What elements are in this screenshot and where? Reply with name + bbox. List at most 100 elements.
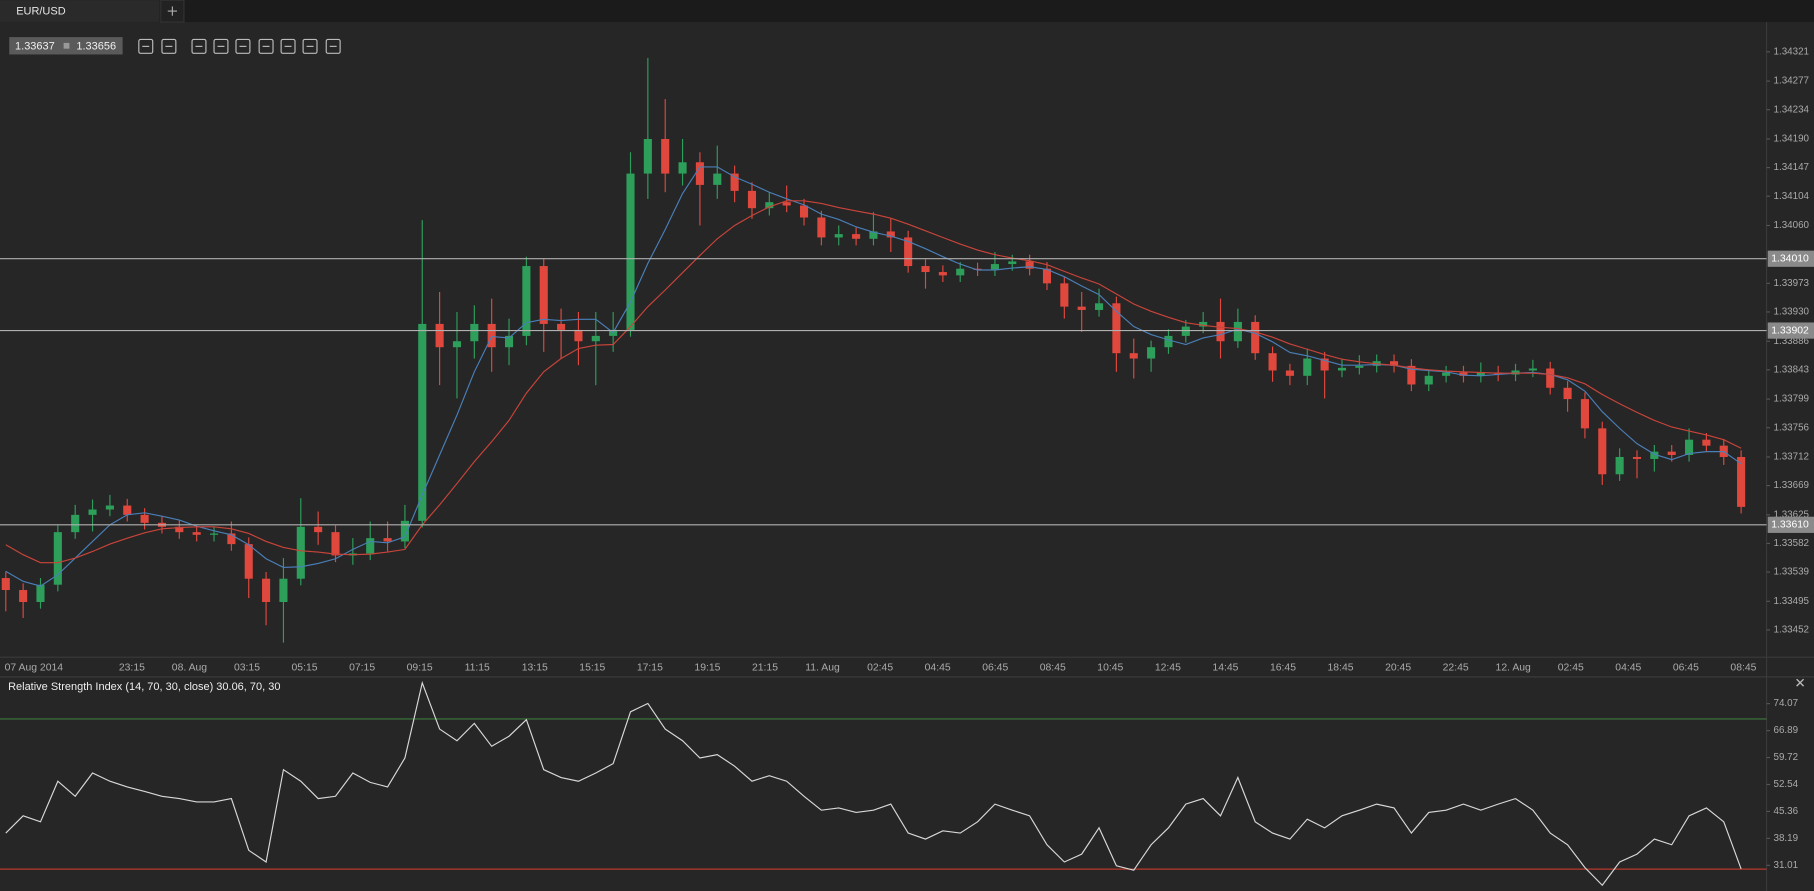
candle-body — [1008, 261, 1017, 265]
candle-body — [1459, 372, 1468, 376]
candle-body — [140, 514, 149, 523]
candle-body — [279, 578, 288, 602]
x-tick-label: 21:15 — [752, 662, 778, 673]
y-tick-label: 1.34234 — [1774, 104, 1810, 115]
candle-body — [990, 264, 999, 270]
moving-average — [5, 166, 1742, 587]
x-tick-label: 14:45 — [1212, 662, 1238, 673]
y-tick-label: 1.33495 — [1774, 596, 1810, 607]
candle-body — [765, 202, 774, 209]
tool-button[interactable] — [138, 38, 154, 54]
y-tick-label: 1.33669 — [1774, 480, 1810, 491]
candle-body — [678, 162, 687, 174]
x-tick-label: 06:45 — [1673, 662, 1699, 673]
close-pane[interactable] — [1796, 678, 1805, 687]
tab-title[interactable]: EUR/USD — [16, 6, 66, 18]
y-tick-label: 1.33756 — [1774, 422, 1810, 433]
candle-body — [557, 323, 566, 330]
y-tick-label: 1.33582 — [1774, 538, 1810, 549]
add-tab[interactable] — [160, 0, 185, 23]
x-tick-label: 19:15 — [694, 662, 720, 673]
candle-body — [262, 578, 271, 602]
candle-body — [227, 533, 236, 545]
candle-body — [643, 138, 652, 174]
candle-body — [1355, 365, 1364, 368]
bid-price: 1.33637 — [15, 40, 55, 52]
x-tick-label: 02:45 — [1558, 662, 1584, 673]
x-tick-label: 09:15 — [407, 662, 433, 673]
candle-body — [1442, 372, 1451, 376]
x-tick-label: 15:15 — [579, 662, 605, 673]
candle-body — [1, 578, 10, 591]
candle-body — [695, 162, 704, 185]
tool-button[interactable] — [191, 38, 207, 54]
candle-body — [973, 268, 982, 270]
x-tick-label: 03:15 — [234, 662, 260, 673]
x-tick-label: 12:45 — [1155, 662, 1181, 673]
candle-body — [1511, 370, 1520, 375]
y-tick-label: 1.34277 — [1774, 76, 1810, 87]
y-tick-label: 1.33625 — [1774, 509, 1810, 520]
candle-body — [19, 590, 28, 602]
tool-button[interactable] — [161, 38, 177, 54]
y-tick-label: 66.89 — [1774, 725, 1799, 736]
price-level-tag — [1767, 322, 1814, 339]
tool-button[interactable] — [213, 38, 229, 54]
candle-body — [504, 335, 514, 348]
tab[interactable] — [0, 0, 160, 23]
candle-body — [383, 538, 392, 542]
candle-body — [1598, 428, 1607, 475]
y-tick-label: 1.34190 — [1774, 134, 1810, 145]
candle-body — [782, 202, 791, 206]
x-tick-label: 11:15 — [465, 662, 490, 673]
candle-body — [1025, 261, 1034, 269]
ask-price: 1.33656 — [76, 40, 116, 52]
candle-body — [574, 329, 583, 342]
candle-body — [1615, 456, 1624, 475]
moving-average — [5, 200, 1742, 564]
candle-body — [1390, 361, 1399, 366]
tool-button[interactable] — [325, 38, 341, 54]
candle-body — [452, 341, 462, 348]
candle-body — [730, 173, 739, 191]
candle-body — [366, 538, 375, 554]
x-tick-label: 02:45 — [867, 662, 893, 673]
x-tick-label: 18:45 — [1328, 662, 1354, 673]
indicator-title: Relative Strength Index (14, 70, 30, clo… — [8, 681, 280, 693]
y-tick-label: 45.36 — [1774, 806, 1799, 817]
price-level-tag — [1767, 250, 1814, 267]
y-tick-label: 1.33712 — [1774, 452, 1810, 463]
y-tick-label: 1.33930 — [1774, 307, 1810, 318]
y-tick-label: 1.34104 — [1774, 191, 1810, 202]
toolbar — [138, 38, 341, 54]
rsi-line — [5, 680, 1742, 887]
x-tick-label: 13:15 — [522, 662, 548, 673]
candle-body — [1042, 268, 1052, 284]
candle-body — [435, 323, 444, 348]
candle-body — [904, 237, 913, 267]
candle-body — [834, 234, 843, 238]
candle-body — [1181, 326, 1190, 336]
y-tick-label: 1.34321 — [1774, 46, 1810, 57]
tool-button[interactable] — [235, 38, 251, 54]
y-tick-label: 1.33799 — [1774, 394, 1810, 405]
candle-body — [400, 520, 409, 542]
x-tick-label: 07:15 — [349, 662, 375, 673]
tool-button[interactable] — [280, 38, 296, 54]
x-tick-label: 08:45 — [1040, 662, 1066, 673]
y-tick-label: 1.33886 — [1774, 336, 1810, 347]
candle-body — [539, 266, 548, 324]
y-tick-label: 1.34060 — [1774, 220, 1810, 231]
candle-body — [886, 231, 895, 238]
close-x-b — [1796, 678, 1805, 687]
candle-body — [1094, 303, 1104, 310]
x-tick-label: 20:45 — [1385, 662, 1411, 673]
tool-button[interactable] — [258, 38, 274, 54]
candle-body — [1285, 370, 1294, 376]
tool-button[interactable] — [302, 38, 318, 54]
candle-body — [487, 323, 496, 348]
x-tick-label: 07 Aug 2014 — [5, 662, 64, 673]
candle-body — [71, 514, 80, 533]
candle-body — [88, 509, 97, 515]
candle-body — [661, 138, 670, 174]
